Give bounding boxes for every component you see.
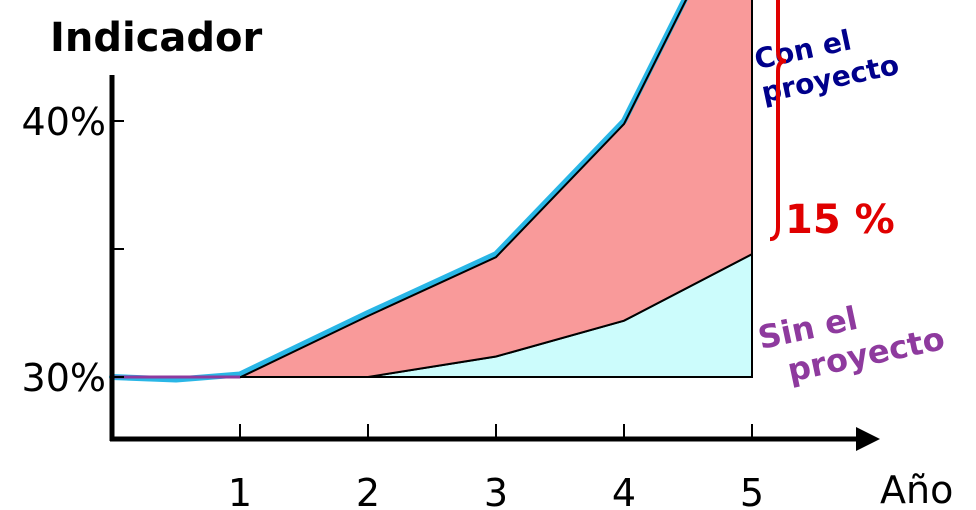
difference-label: 15 % [785, 197, 895, 243]
series-lines [109, 0, 688, 383]
x-tick-label: 4 [612, 471, 636, 510]
series-line-con-el-proyecto [109, 0, 688, 383]
x-tick-label: 1 [228, 471, 252, 510]
x-tick-label: 3 [484, 471, 508, 510]
area-fills [239, 0, 753, 378]
chart-title: Indicador [50, 15, 263, 61]
axes [109, 75, 880, 451]
x-tick-label: 2 [356, 471, 380, 510]
series-label-con-el-proyecto: Con el proyecto [751, 23, 901, 109]
x-tick-label: 5 [740, 471, 764, 510]
x-axis-arrow [856, 427, 880, 451]
series-label-sin-el-proyecto: Sin el proyecto [755, 299, 948, 390]
difference-brace [769, 0, 787, 242]
y-tick-label: 40% [22, 100, 106, 144]
series-edge-con [239, 0, 688, 379]
x-axis-label: Año [880, 468, 953, 510]
y-tick-label: 30% [22, 356, 106, 400]
